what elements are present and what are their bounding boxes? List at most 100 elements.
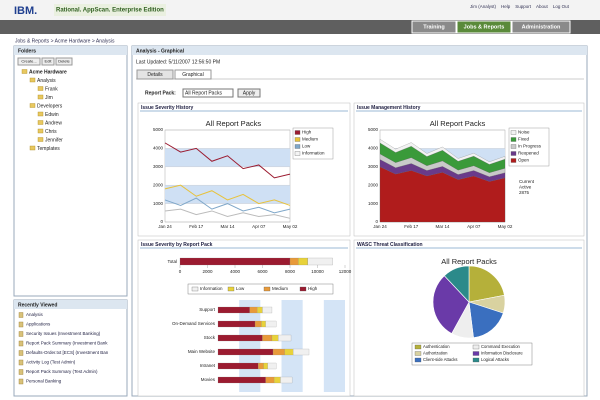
nav-tab-label[interactable]: Training bbox=[423, 24, 444, 30]
legend-swatch bbox=[191, 286, 199, 292]
legend-label: Medium bbox=[302, 137, 318, 142]
bar-segment bbox=[217, 320, 256, 328]
legend-swatch bbox=[294, 144, 301, 149]
legend-swatch bbox=[472, 357, 480, 363]
folder-label[interactable]: Jennifer bbox=[45, 137, 63, 143]
folder-icon bbox=[37, 128, 44, 134]
bar-segment bbox=[257, 306, 263, 314]
legend-label: Logical Attacks bbox=[481, 357, 509, 362]
grid-band bbox=[165, 148, 290, 167]
recent-header bbox=[14, 300, 127, 309]
total-label: Total bbox=[167, 259, 177, 264]
folder-button[interactable] bbox=[55, 57, 73, 66]
x-tick-label: May 02 bbox=[498, 224, 513, 229]
nav-tab[interactable] bbox=[511, 20, 571, 34]
recent-item[interactable]: Activity Log (Test Admin) bbox=[26, 360, 76, 365]
nav-tab-label[interactable]: Jobs & Reports bbox=[464, 24, 505, 30]
plot-bg bbox=[164, 129, 291, 223]
folders-title: Folders bbox=[18, 48, 36, 54]
y-tick-label: 3000 bbox=[368, 164, 379, 169]
view-tab-label[interactable]: Details bbox=[147, 72, 163, 78]
category-label: On-Demand Services bbox=[172, 321, 216, 326]
recent-item[interactable]: Report Pack Summary (Test Admin) bbox=[26, 369, 98, 374]
total-bar-segment bbox=[289, 257, 299, 266]
user-link[interactable]: Support bbox=[515, 4, 532, 9]
series-line bbox=[164, 184, 291, 206]
bar-segment bbox=[272, 348, 285, 356]
series-line bbox=[164, 142, 291, 179]
panel-title: Issue Severity by Report Pack bbox=[141, 242, 213, 248]
recent-item[interactable]: Analysis bbox=[26, 312, 44, 317]
recent-icon bbox=[18, 369, 24, 375]
y-tick-label: 2000 bbox=[153, 182, 164, 187]
folder-label[interactable]: Chris bbox=[45, 129, 57, 135]
recent-item[interactable]: Report Pack Summary (Investment Bank bbox=[26, 341, 108, 346]
folder-icon bbox=[37, 94, 44, 100]
folder-label[interactable]: Edwin bbox=[45, 112, 59, 118]
legend-label: Noise bbox=[518, 130, 530, 135]
legend-label: Low bbox=[302, 144, 311, 149]
legend-label: In Progress bbox=[518, 144, 542, 149]
recent-item[interactable]: Security Issues (Investment Banking) bbox=[26, 331, 101, 336]
product-bg bbox=[54, 4, 166, 16]
folder-button-label[interactable]: Delete bbox=[58, 59, 70, 64]
recent-icon bbox=[18, 331, 24, 337]
nav-tab[interactable] bbox=[456, 20, 512, 34]
y-tick-label: 3000 bbox=[153, 164, 164, 169]
x-tick-label: Apr 07 bbox=[252, 224, 266, 229]
folder-button[interactable] bbox=[17, 57, 41, 66]
y-tick-label: 4000 bbox=[368, 146, 379, 151]
breadcrumb[interactable]: Jobs & Reports > Acme Hardware > Analysi… bbox=[15, 38, 115, 44]
panel-title: Issue Management History bbox=[357, 105, 421, 111]
bar-segment bbox=[271, 334, 279, 342]
bar-segment bbox=[278, 334, 292, 342]
folder-icon bbox=[29, 77, 36, 83]
folder-label[interactable]: Frank bbox=[45, 86, 58, 92]
x-tick-label: 4000 bbox=[230, 269, 241, 274]
user-link[interactable]: Help bbox=[501, 4, 511, 9]
view-tab-label[interactable]: Graphical bbox=[182, 72, 203, 78]
folder-button-label[interactable]: Create... bbox=[21, 59, 36, 64]
grid-band bbox=[165, 185, 290, 204]
apply-button[interactable] bbox=[237, 88, 261, 98]
bar-segment bbox=[265, 376, 275, 384]
recent-item[interactable]: Personal Banking bbox=[26, 379, 62, 384]
folder-label[interactable]: Jim bbox=[45, 95, 53, 101]
legend-swatch bbox=[294, 130, 301, 135]
main-header bbox=[132, 46, 587, 55]
folder-icon bbox=[21, 69, 28, 74]
nav-tab[interactable] bbox=[411, 20, 457, 34]
total-bar-segment bbox=[179, 257, 291, 266]
folder-label[interactable]: Developers bbox=[37, 103, 63, 109]
folder-button[interactable] bbox=[41, 57, 55, 66]
report-pack-value[interactable]: All Report Packs bbox=[185, 90, 222, 96]
nav-tab-label[interactable]: Administration bbox=[522, 24, 561, 30]
bar-segment bbox=[217, 348, 274, 356]
x-tick-label: 8000 bbox=[285, 269, 296, 274]
legend-swatch bbox=[263, 286, 271, 292]
legend-label: Low bbox=[236, 286, 245, 291]
recent-item[interactable]: Defaults-Order.txt [ECS] (Investment Ban bbox=[26, 350, 109, 355]
bar-segment bbox=[267, 362, 277, 370]
x-tick-label: 0 bbox=[179, 269, 182, 274]
bar-segment bbox=[258, 362, 264, 370]
folder-label[interactable]: Templates bbox=[37, 146, 60, 152]
report-pack-select[interactable] bbox=[182, 88, 234, 98]
apply-label[interactable]: Apply bbox=[243, 90, 256, 96]
folder-label[interactable]: Andrew bbox=[45, 120, 62, 126]
folder-icon bbox=[29, 145, 36, 151]
folder-button-label[interactable]: Edit bbox=[45, 59, 53, 64]
folder-label[interactable]: Acme Hardware bbox=[29, 69, 67, 75]
x-tick-label: May 02 bbox=[283, 224, 298, 229]
category-label: Main Website bbox=[188, 349, 216, 354]
main-title: Analysis - Graphical bbox=[136, 48, 185, 54]
user-link[interactable]: Jim (Analyst) bbox=[470, 4, 497, 9]
bar-segment bbox=[293, 348, 310, 356]
user-link[interactable]: About bbox=[536, 4, 549, 9]
folder-label[interactable]: Analysis bbox=[37, 78, 56, 84]
legend-label: Reopened bbox=[518, 151, 539, 156]
logo: IBM. bbox=[14, 5, 37, 17]
user-link[interactable]: Log Out bbox=[553, 4, 570, 9]
series-area bbox=[379, 139, 506, 165]
recent-item[interactable]: Applications bbox=[26, 322, 51, 327]
